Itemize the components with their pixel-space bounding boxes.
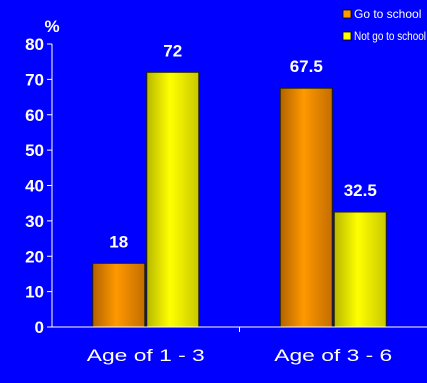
legend-swatch <box>342 9 352 19</box>
x-category-label: Age of 1 - 3 <box>87 346 205 365</box>
y-tick-label: 30 <box>25 212 44 231</box>
bar-value-label: 32.5 <box>344 181 377 200</box>
legend: Go to school Not go to school <box>342 7 426 43</box>
legend-label: Not go to school <box>354 29 426 43</box>
y-tick-label: 20 <box>25 247 44 266</box>
y-tick-label: 0 <box>35 318 44 337</box>
legend-label: Go to school <box>354 7 421 21</box>
y-axis: 0 10 20 30 40 50 60 70 80 <box>25 35 53 337</box>
y-tick-label: 10 <box>25 283 44 302</box>
y-tick-label: 80 <box>25 35 44 54</box>
y-tick-label: 70 <box>25 70 44 89</box>
bar-not-go-to-school <box>146 71 200 328</box>
y-tick-label: 50 <box>25 141 44 160</box>
bar-value-label: 18 <box>109 232 128 251</box>
legend-swatch <box>342 31 352 41</box>
bars <box>92 71 387 328</box>
y-axis-unit-label: % <box>44 17 59 36</box>
x-axis: Age of 1 - 3 Age of 3 - 6 <box>52 326 427 365</box>
bar-go-to-school <box>279 87 333 328</box>
bar-not-go-to-school <box>333 211 387 328</box>
bar-value-label: 72 <box>163 41 182 60</box>
bar-value-label: 67.5 <box>290 57 323 76</box>
data-labels: 18 72 67.5 32.5 <box>109 41 377 251</box>
y-tick-label: 40 <box>25 177 44 196</box>
y-tick-label: 60 <box>25 106 44 125</box>
x-category-label: Age of 3 - 6 <box>274 346 392 365</box>
bar-go-to-school <box>92 262 146 328</box>
